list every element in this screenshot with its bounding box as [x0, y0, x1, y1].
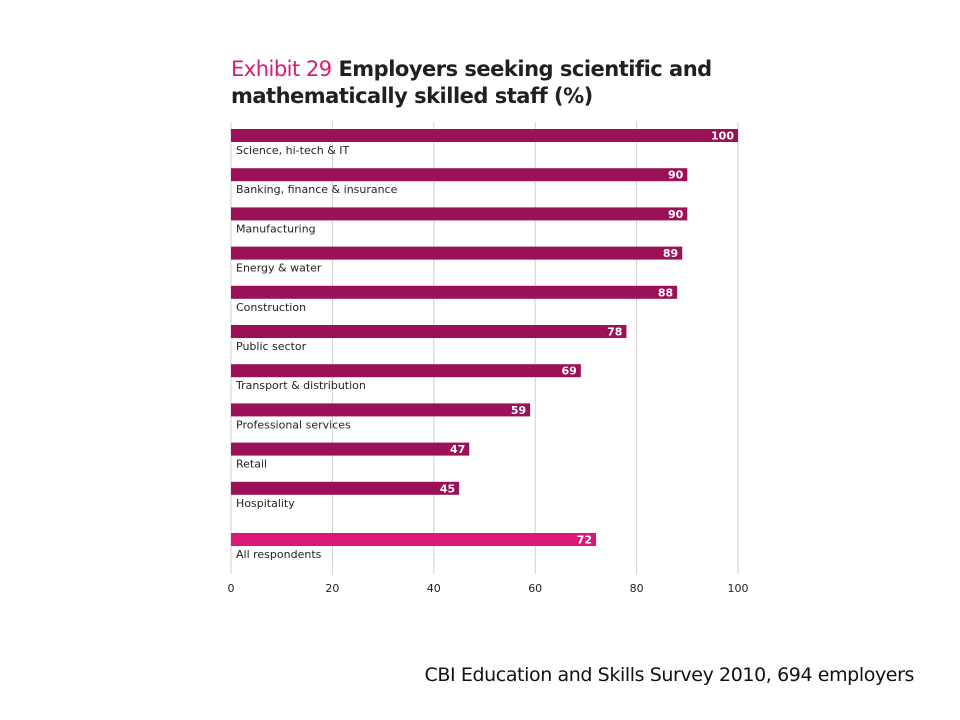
x-tick-label: 20	[325, 582, 339, 595]
bar	[231, 442, 470, 456]
data-label: 89	[663, 247, 678, 260]
bars: 100 Science, hi-tech & IT 90 Banking, finan…	[231, 129, 738, 561]
bar	[231, 285, 678, 299]
bar	[231, 533, 597, 546]
chart-title: Exhibit 29 Employers seeking scientific …	[231, 56, 751, 110]
data-label: 45	[440, 482, 455, 495]
x-tick-label: 40	[427, 582, 441, 595]
bar	[231, 364, 581, 378]
category-label: Science, hi-tech & IT	[236, 144, 350, 157]
data-label: 59	[511, 404, 526, 417]
category-label: All respondents	[236, 548, 322, 561]
category-label: Transport & distribution	[235, 379, 366, 392]
data-label: 90	[668, 169, 684, 182]
bar	[231, 207, 688, 221]
bar-chart: 100 Science, hi-tech & IT 90 Banking, finan…	[228, 122, 749, 595]
x-tick-label: 80	[630, 582, 644, 595]
category-label: Professional services	[236, 418, 351, 431]
bar	[231, 325, 627, 338]
bar	[231, 246, 683, 260]
chart-title-text: Employers seeking scientific and mathema…	[231, 57, 712, 108]
data-label: 90	[668, 208, 684, 221]
data-label: 72	[577, 534, 592, 547]
bar	[231, 481, 460, 495]
category-label: Retail	[236, 458, 267, 471]
category-label: Hospitality	[236, 497, 295, 510]
x-tick-label: 100	[728, 582, 749, 595]
category-label: Manufacturing	[236, 222, 316, 235]
category-label: Public sector	[236, 340, 307, 353]
x-axis-ticks: 0 20 40 60 80 100	[228, 582, 749, 595]
grid-lines	[230, 122, 739, 574]
data-label: 78	[607, 326, 622, 339]
data-label: 100	[711, 130, 734, 143]
chart-title-prefix: Exhibit 29	[231, 57, 332, 81]
data-label: 88	[658, 286, 673, 299]
x-tick-label: 60	[528, 582, 542, 595]
category-label: Banking, finance & insurance	[236, 183, 398, 196]
category-label: Construction	[236, 301, 306, 314]
x-tick-label: 0	[228, 582, 235, 595]
bar	[231, 168, 688, 182]
data-label: 47	[450, 443, 465, 456]
source-note: CBI Education and Skills Survey 2010, 69…	[424, 664, 915, 686]
bar	[231, 129, 738, 142]
category-label: Energy & water	[236, 262, 322, 275]
bar	[231, 403, 531, 417]
data-label: 69	[562, 365, 577, 378]
